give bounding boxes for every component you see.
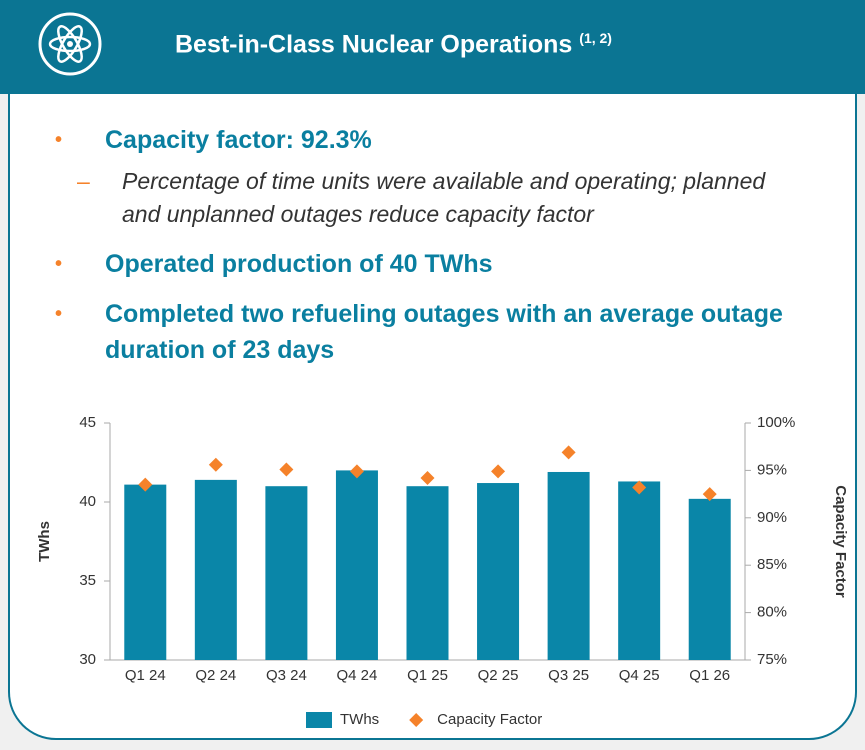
legend-label: TWhs: [340, 711, 379, 728]
y2-tick-label: 75%: [757, 651, 787, 668]
marker: [561, 445, 576, 460]
bar: [547, 471, 590, 660]
y-axis-title: TWhs: [36, 521, 53, 562]
marker: [420, 470, 435, 485]
bullet: • Completed two refueling outages with an…: [55, 300, 783, 364]
y2-tick-label: 80%: [757, 604, 787, 621]
x-tick-label: Q3 25: [548, 667, 589, 684]
y2-tick-label: 85%: [757, 556, 787, 573]
y-tick-label: 30: [79, 651, 96, 668]
marker: [138, 477, 153, 492]
y2-tick-label: 95%: [757, 461, 787, 478]
bar: [618, 481, 661, 660]
x-tick-label: Q2 25: [478, 667, 519, 684]
x-tick-label: Q3 24: [266, 667, 307, 684]
y-tick-label: 45: [79, 414, 96, 431]
footnote-ref: (1, 2): [579, 30, 612, 46]
header: Best-in-Class Nuclear Operations (1, 2): [0, 0, 865, 94]
bar: [124, 484, 167, 660]
legend-label: Capacity Factor: [437, 711, 542, 728]
x-tick-label: Q4 25: [619, 667, 660, 684]
y2-tick-label: 90%: [757, 509, 787, 526]
bullet: • Operated production of 40 TWhs: [55, 250, 493, 278]
bar: [477, 483, 520, 660]
y-tick-label: 40: [79, 493, 96, 510]
y2-tick-label: 100%: [757, 414, 795, 431]
marker: [208, 457, 223, 472]
x-tick-label: Q4 24: [337, 667, 378, 684]
y2-axis-title: Capacity Factor: [832, 485, 849, 598]
x-tick-label: Q1 25: [407, 667, 448, 684]
title: Best-in-Class Nuclear Operations (1, 2): [175, 30, 612, 59]
sub-bullet: – Percentage of time units were available…: [77, 168, 766, 227]
marker: [702, 487, 717, 502]
x-tick-label: Q2 24: [195, 667, 236, 684]
bar: [194, 479, 237, 660]
bullet-text: Operated production of 40 TWhs: [105, 250, 493, 278]
marker: [491, 464, 506, 479]
sub-bullet-text: Percentage of time units were available …: [122, 168, 766, 227]
bar: [688, 498, 731, 660]
legend-swatch: [409, 713, 424, 727]
title-text: Best-in-Class Nuclear Operations: [175, 30, 573, 59]
bar: [406, 486, 449, 660]
bar: [265, 486, 308, 660]
x-tick-label: Q1 24: [125, 667, 166, 684]
marker: [279, 462, 294, 477]
marker: [349, 464, 364, 479]
atom-icon: [38, 12, 102, 76]
x-tick-label: Q1 26: [689, 667, 730, 684]
bullet: • Capacity factor: 92.3%: [55, 126, 372, 154]
bar: [335, 470, 378, 660]
legend-swatch: [306, 712, 332, 728]
marker: [632, 480, 647, 495]
bullet-text: Completed two refueling outages with an …: [105, 300, 783, 364]
bullet-text: Capacity factor: 92.3%: [105, 126, 372, 154]
y-tick-label: 35: [79, 572, 96, 589]
